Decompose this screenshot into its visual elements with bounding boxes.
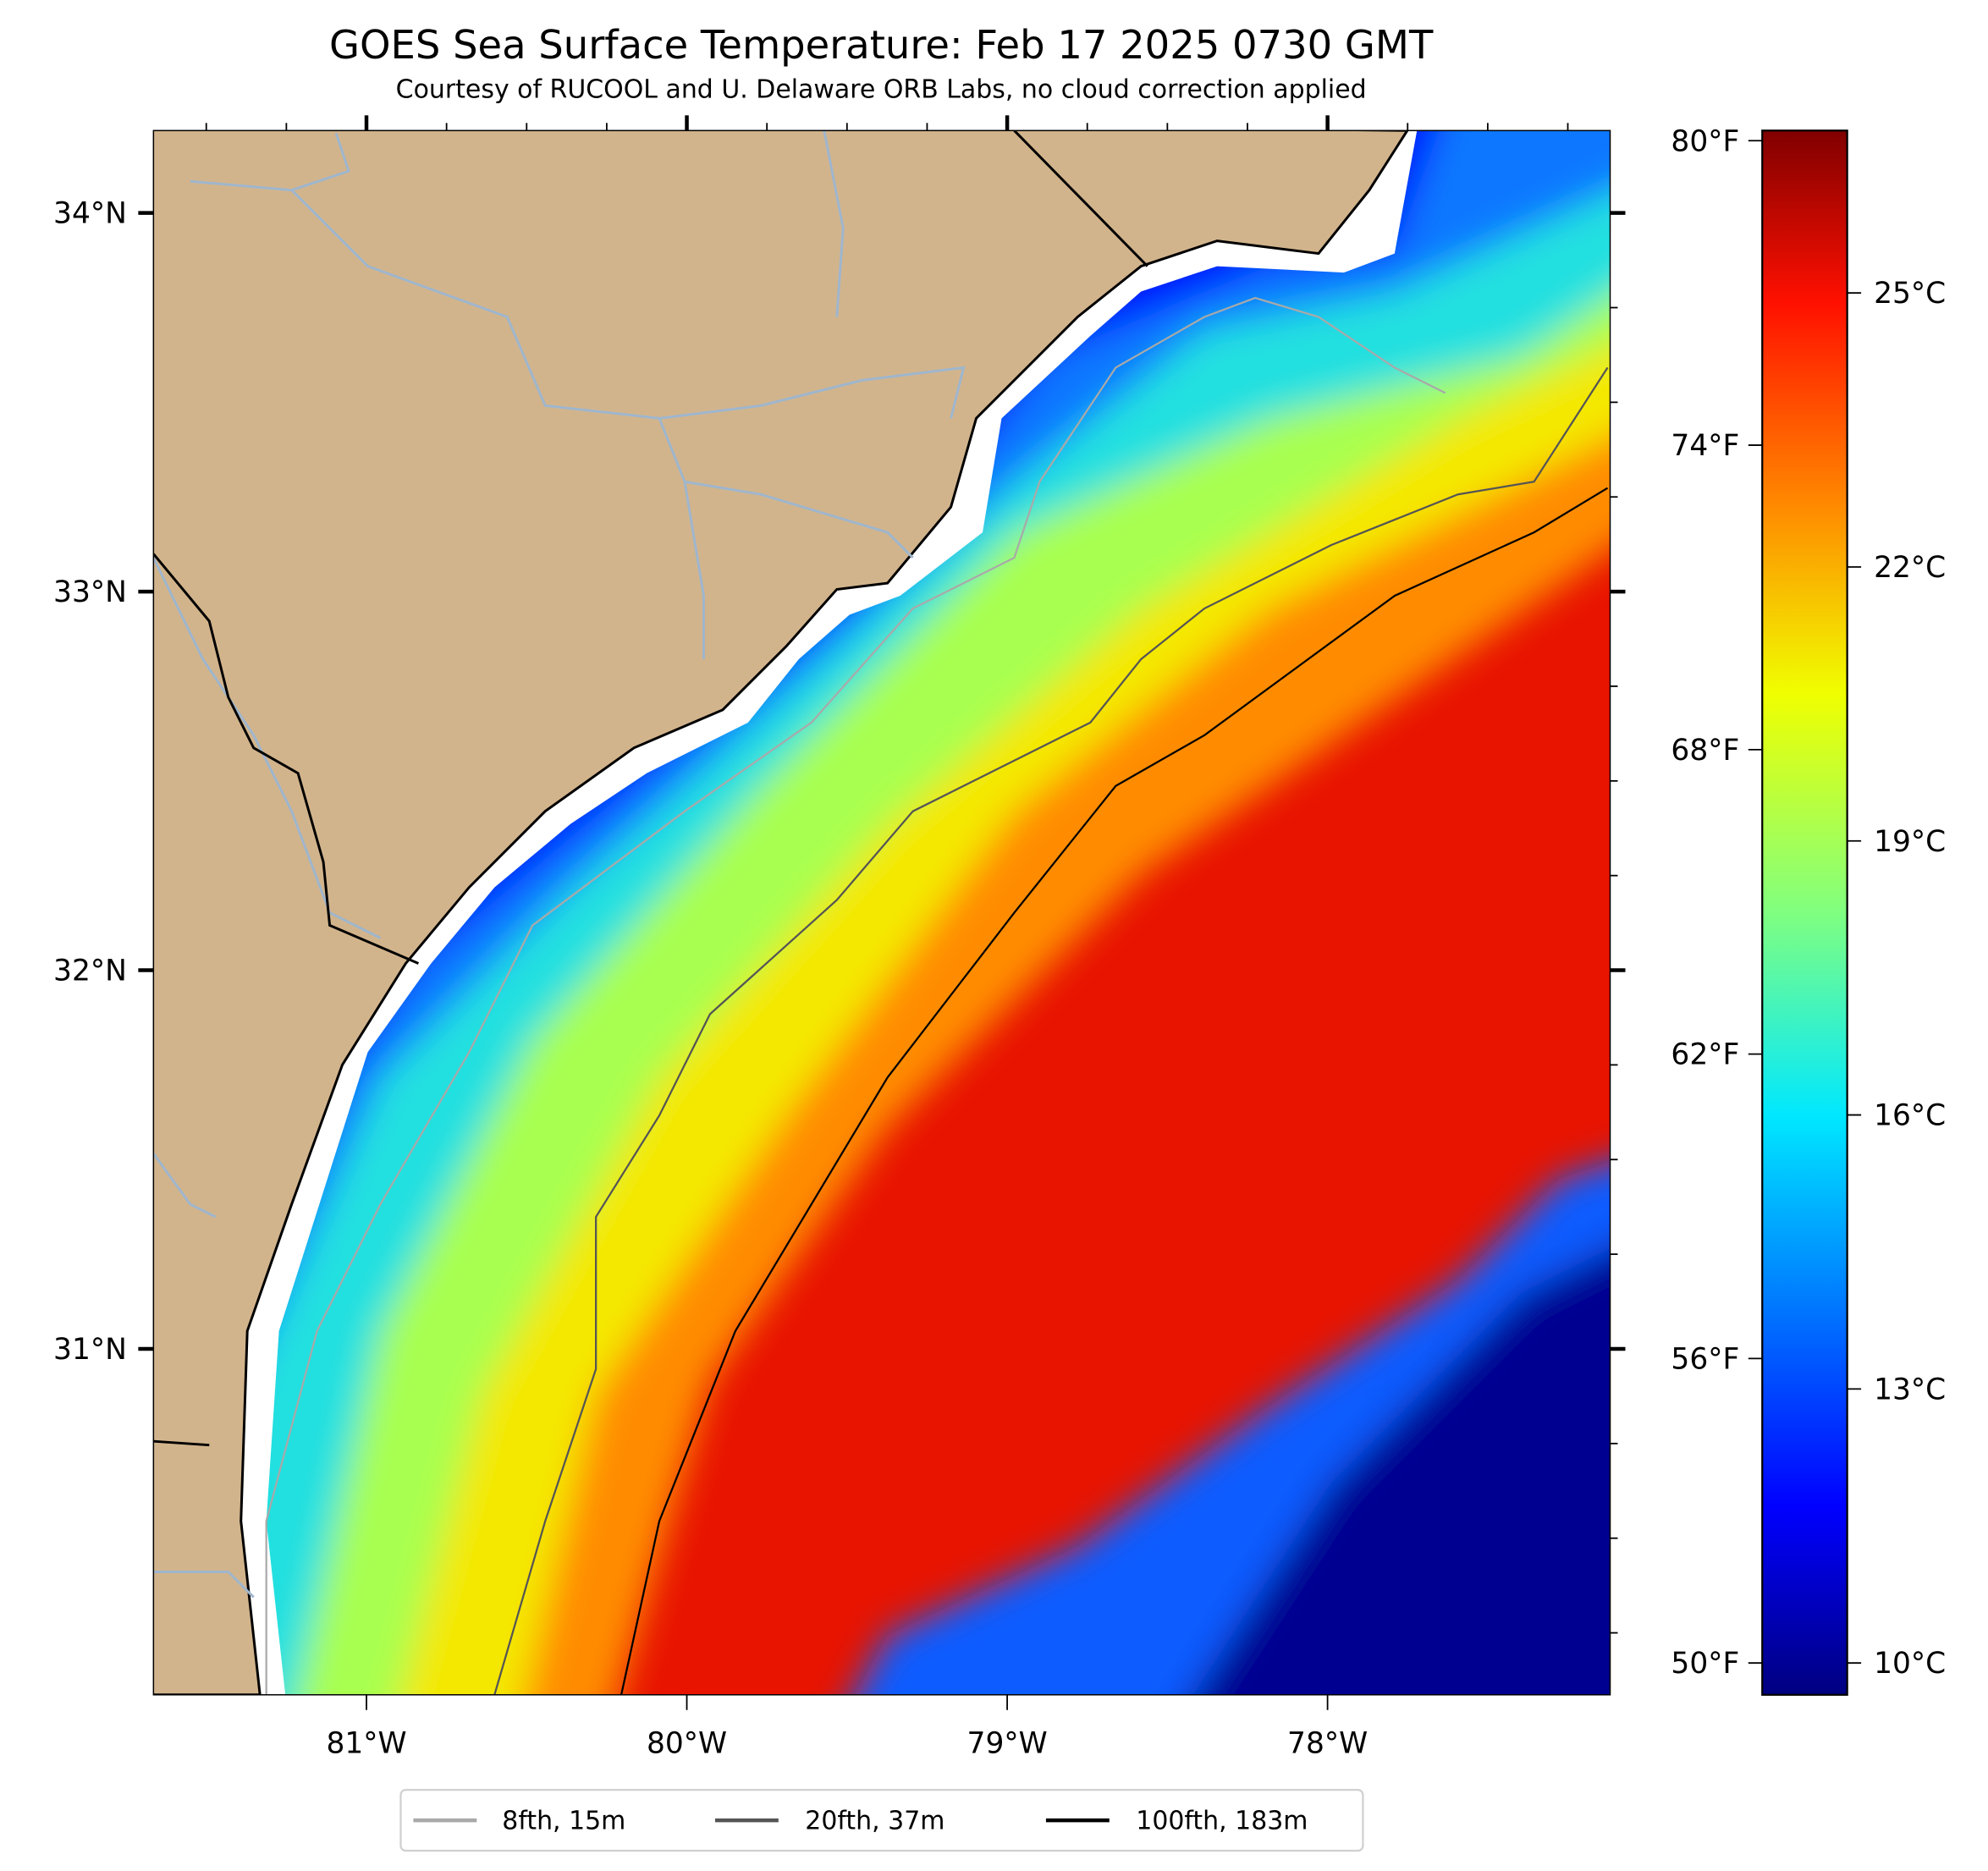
legend-label-8fth: 8fth, 15m <box>502 1807 625 1836</box>
x-tick-label: 81°W <box>326 1727 406 1761</box>
isobath-100fth <box>620 487 1609 1695</box>
legend: 8fth, 15m 20fth, 37m 100fth, 183m <box>399 1789 1364 1852</box>
colorbar-c-label: 16°C <box>1874 1099 1946 1133</box>
colorbar-f-label: 50°F <box>1671 1647 1739 1681</box>
isobath-8fth <box>265 296 1446 1695</box>
colorbar-ticks: 80°F 74°F 68°F 62°F 56°F 50°F 25°C 22°C 19°C 16°C… <box>1671 124 1946 1681</box>
land <box>153 130 1409 1695</box>
colorbar-c-label: 22°C <box>1874 551 1946 585</box>
sst-cold-core <box>1192 1248 1611 1695</box>
colorbar-f-label: 62°F <box>1671 1038 1739 1072</box>
y-tick-label: 33°N <box>53 575 127 609</box>
rivers <box>153 130 966 1599</box>
y-tick-label: 32°N <box>53 955 127 988</box>
isobath-20fth <box>493 366 1609 1695</box>
x-tick-label: 78°W <box>1287 1727 1368 1761</box>
colorbar-f-label: 68°F <box>1671 734 1739 768</box>
legend-frame <box>399 1789 1364 1852</box>
map-frame <box>152 129 1611 1696</box>
colorbar-f-label: 74°F <box>1671 429 1739 463</box>
colorbar-f-label: 80°F <box>1671 124 1739 158</box>
x-tick-label: 79°W <box>967 1727 1048 1761</box>
y-tick-label: 34°N <box>53 197 127 231</box>
legend-label-20fth: 20fth, 37m <box>805 1807 944 1836</box>
x-tick-label: 80°W <box>647 1727 727 1761</box>
isobaths <box>265 296 1609 1695</box>
state-borders <box>153 130 1148 1447</box>
map-area <box>153 130 1611 1695</box>
colorbar-c-label: 25°C <box>1874 277 1946 311</box>
y-tick-label: 31°N <box>53 1333 127 1367</box>
axis-ticks: 81°W 80°W 79°W 78°W 34°N 33°N 32°N 31°N <box>53 115 1626 1761</box>
colorbar-c-label: 13°C <box>1874 1373 1946 1406</box>
colorbar-c-label: 19°C <box>1874 825 1946 859</box>
chart-subtitle: Courtesy of RUCOOL and U. Delaware ORB L… <box>396 74 1367 104</box>
colorbar-f-label: 56°F <box>1671 1342 1739 1376</box>
chart-title: GOES Sea Surface Temperature: Feb 17 202… <box>329 22 1434 68</box>
legend-label-100fth: 100fth, 183m <box>1136 1807 1308 1836</box>
colorbar <box>1761 129 1848 1696</box>
colorbar-c-label: 10°C <box>1874 1647 1946 1681</box>
